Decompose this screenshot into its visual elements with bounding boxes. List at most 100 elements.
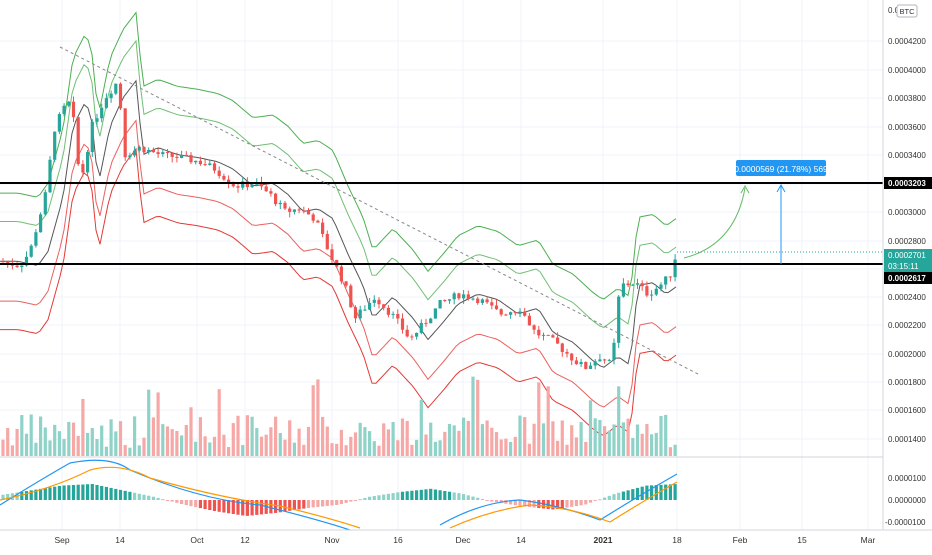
candle[interactable] [457,293,461,299]
candle[interactable] [668,276,672,278]
candle[interactable] [377,299,381,305]
candle[interactable] [659,284,663,289]
currency-badge[interactable] [896,4,918,18]
candle[interactable] [151,149,155,153]
candle[interactable] [194,160,198,163]
candle[interactable] [147,149,151,153]
candle[interactable] [170,152,174,157]
candle[interactable] [650,294,654,296]
candle[interactable] [104,98,108,108]
candle[interactable] [419,322,423,333]
candle[interactable] [509,312,513,315]
candle[interactable] [76,117,80,165]
candle[interactable] [24,256,29,266]
candle[interactable] [39,214,43,233]
candle[interactable] [142,146,146,153]
candlesticks[interactable] [1,82,677,370]
candle[interactable] [626,283,630,286]
candle[interactable] [222,175,226,180]
candle[interactable] [368,302,372,310]
candle[interactable] [184,154,188,156]
candle[interactable] [603,359,607,361]
candle[interactable] [372,299,376,303]
candle[interactable] [527,315,531,326]
candle[interactable] [429,318,433,324]
candle[interactable] [203,164,207,166]
candle[interactable] [485,299,489,303]
candle[interactable] [241,181,245,188]
candle[interactable] [396,313,400,319]
candle[interactable] [344,281,348,286]
candle[interactable] [363,309,367,311]
candle[interactable] [560,343,564,352]
candle[interactable] [664,276,668,285]
candle[interactable] [180,154,184,158]
candle[interactable] [574,360,578,365]
candle[interactable] [118,83,123,109]
candle[interactable] [447,299,452,301]
candle[interactable] [208,163,212,166]
candle[interactable] [53,131,57,160]
candle[interactable] [598,359,602,362]
candle[interactable] [504,314,508,316]
candle[interactable] [311,214,315,221]
candle[interactable] [518,311,522,313]
candle[interactable] [673,259,677,278]
candle[interactable] [579,362,583,365]
trendline[interactable] [59,46,701,376]
candle[interactable] [391,313,395,315]
candle[interactable] [227,179,231,184]
candle[interactable] [269,191,273,194]
candle[interactable] [433,308,437,319]
candle[interactable] [551,335,555,338]
candle[interactable] [640,283,644,287]
candle[interactable] [95,118,99,122]
candle[interactable] [593,361,597,366]
drawing-tools[interactable]: 0.0000569 (21.78%) 569 [0,46,883,376]
candle[interactable] [537,329,541,336]
candle[interactable] [43,192,47,215]
candle[interactable] [264,186,268,192]
candle[interactable] [259,182,264,187]
candle[interactable] [325,233,329,250]
candle[interactable] [48,159,52,193]
candle[interactable] [6,262,10,264]
candle[interactable] [494,305,499,310]
candle[interactable] [584,362,588,369]
candle[interactable] [71,101,76,118]
candle[interactable] [654,288,658,295]
candle[interactable] [382,304,386,308]
candle[interactable] [161,152,165,155]
candle[interactable] [15,265,19,268]
candle[interactable] [133,150,137,156]
candle[interactable] [20,265,24,268]
candle[interactable] [57,114,61,132]
candle[interactable] [137,146,141,151]
candle[interactable] [175,156,179,158]
macd-pane[interactable] [0,456,883,531]
candle[interactable] [1,261,5,263]
candle[interactable] [513,312,517,314]
candle[interactable] [541,334,546,336]
candle[interactable] [532,325,536,330]
candle[interactable] [278,202,282,205]
candle[interactable] [250,184,254,188]
candle[interactable] [330,249,334,260]
candle[interactable] [236,186,240,188]
candle[interactable] [480,299,484,303]
candle[interactable] [607,359,611,361]
candle[interactable] [617,296,621,343]
candle[interactable] [443,300,447,302]
candle[interactable] [556,337,560,344]
candle[interactable] [339,266,343,282]
candle[interactable] [410,336,414,338]
candle[interactable] [400,318,405,330]
candle[interactable] [631,284,635,286]
candle[interactable] [165,152,170,154]
candle[interactable] [100,107,104,119]
candle[interactable] [212,163,217,171]
candle[interactable] [67,101,71,106]
candle[interactable] [292,209,296,212]
